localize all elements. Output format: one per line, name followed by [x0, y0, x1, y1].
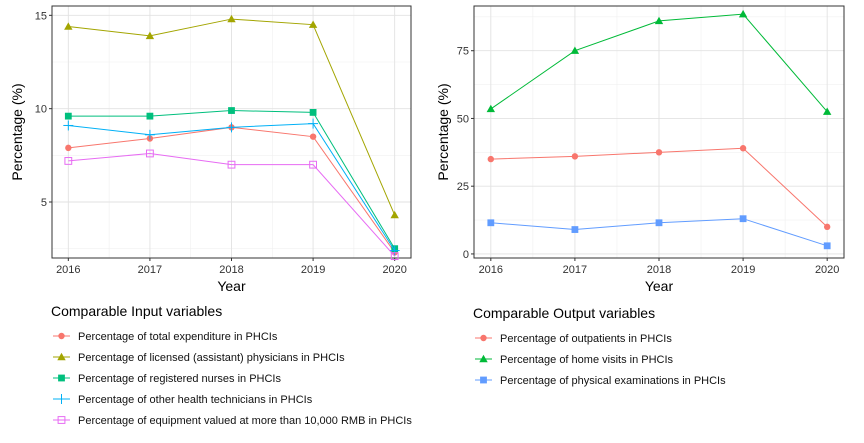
x-axis-title: Year	[217, 278, 246, 294]
legend-label: Percentage of home visits in PHCIs	[500, 354, 674, 366]
data-point	[655, 149, 663, 156]
y-tick-label: 50	[457, 113, 469, 125]
data-point	[309, 109, 317, 116]
series-4	[63, 118, 400, 256]
data-point	[487, 155, 495, 163]
x-tick-label: 2019	[301, 264, 325, 276]
legend-key-marker	[479, 354, 488, 363]
legend-item: Percentage of outpatients in PHCIs	[475, 333, 672, 345]
axis-ticks: 5 10 15 2016 2017 2018 2019 2020	[35, 10, 407, 276]
data-point	[227, 14, 236, 23]
legend-item: Percentage of home visits in PHCIs	[475, 354, 674, 366]
data-point	[487, 219, 495, 227]
legend-label: Percentage of registered nurses in PHCIs	[78, 373, 281, 385]
legend-label: Percentage of other health technicians i…	[78, 394, 313, 406]
legend-key-marker	[56, 394, 67, 404]
y-tick-label: 0	[463, 249, 469, 261]
legend-label: Percentage of outpatients in PHCIs	[500, 333, 672, 345]
x-tick-label: 2017	[138, 264, 162, 276]
x-tick-label: 2020	[382, 264, 406, 276]
data-point	[389, 245, 400, 256]
data-point	[823, 223, 831, 231]
x-tick-label: 2016	[56, 264, 80, 276]
legend-key-marker	[58, 332, 65, 340]
data-point	[308, 118, 319, 129]
data-point	[823, 242, 831, 250]
data-point	[65, 144, 72, 152]
legend-item: Percentage of other health technicians i…	[53, 394, 313, 406]
data-point	[146, 149, 154, 158]
chart-panel-output: 0 25 50 75 2016 2017 2018 2019 2020 Year Percentag…	[435, 5, 845, 387]
data-point	[390, 210, 399, 219]
data-point	[227, 160, 236, 169]
legend-item: Percentage of total expenditure in PHCIs	[53, 331, 278, 343]
data-point	[571, 226, 579, 233]
legend-title: Comparable Input variables	[51, 303, 222, 319]
data-point	[486, 104, 496, 113]
legend-key-marker	[57, 352, 66, 361]
x-tick-label: 2016	[479, 264, 503, 276]
data-point	[228, 107, 235, 114]
x-tick-label: 2017	[563, 264, 587, 276]
legend-item: Percentage of physical examinations in P…	[475, 375, 726, 387]
data-point	[308, 20, 318, 28]
legend-label: Percentage of equipment valued at more t…	[78, 415, 412, 427]
data-point	[738, 9, 748, 18]
legend-key-marker	[480, 376, 487, 384]
series-5	[64, 149, 399, 261]
data-point	[145, 31, 155, 40]
legend: Comparable Input variables Percentage of …	[51, 303, 412, 427]
legend-key-marker	[58, 374, 65, 382]
x-tick-label: 2020	[815, 264, 839, 276]
legend-label: Percentage of physical examinations in P…	[500, 375, 726, 387]
legend: Comparable Output variables Percentage of…	[473, 305, 726, 387]
x-tick-label: 2018	[219, 264, 243, 276]
legend-title: Comparable Output variables	[473, 305, 655, 321]
data-point	[64, 157, 73, 165]
data-point	[739, 215, 747, 223]
legend-item: Percentage of licensed (assistant) physi…	[53, 352, 345, 364]
data-point	[570, 46, 580, 54]
data-point	[654, 16, 664, 25]
series-line	[68, 152, 396, 257]
y-axis-title: Percentage (%)	[9, 83, 25, 180]
data-point	[390, 252, 399, 261]
x-axis-title: Year	[645, 278, 674, 294]
legend-item: Percentage of equipment valued at more t…	[53, 415, 412, 427]
legend-key-marker	[57, 416, 66, 424]
data-point	[309, 133, 317, 140]
legend-label: Percentage of total expenditure in PHCIs	[78, 331, 278, 343]
series-1	[487, 145, 831, 231]
data-point	[64, 112, 72, 120]
x-tick-label: 2019	[731, 264, 755, 276]
series-2	[64, 14, 399, 219]
legend-label: Percentage of licensed (assistant) physi…	[78, 352, 345, 364]
data-point	[63, 120, 74, 131]
series-2	[486, 9, 832, 115]
data-point	[146, 112, 154, 120]
series-3	[487, 215, 831, 250]
data-point	[655, 219, 663, 227]
y-tick-label: 15	[35, 10, 47, 22]
y-tick-label: 75	[457, 46, 469, 58]
data-point	[226, 122, 237, 133]
legend-key-marker	[480, 334, 487, 342]
y-tick-label: 10	[35, 104, 47, 116]
data-point	[822, 107, 832, 115]
x-tick-label: 2018	[647, 264, 671, 276]
data-point	[571, 153, 579, 160]
y-tick-label: 25	[457, 181, 469, 193]
y-tick-label: 5	[41, 197, 47, 209]
data-point	[64, 22, 73, 30]
legend-item: Percentage of registered nurses in PHCIs	[53, 373, 281, 385]
axis-ticks: 0 25 50 75 2016 2017 2018 2019 2020	[457, 46, 840, 276]
data-point	[739, 145, 747, 152]
data-point	[144, 129, 155, 140]
y-axis-title: Percentage (%)	[435, 83, 451, 180]
chart-panel-input: 5 10 15 2016 2017 2018 2019 2020 Year Percentage …	[9, 5, 412, 427]
data-point	[309, 160, 317, 169]
